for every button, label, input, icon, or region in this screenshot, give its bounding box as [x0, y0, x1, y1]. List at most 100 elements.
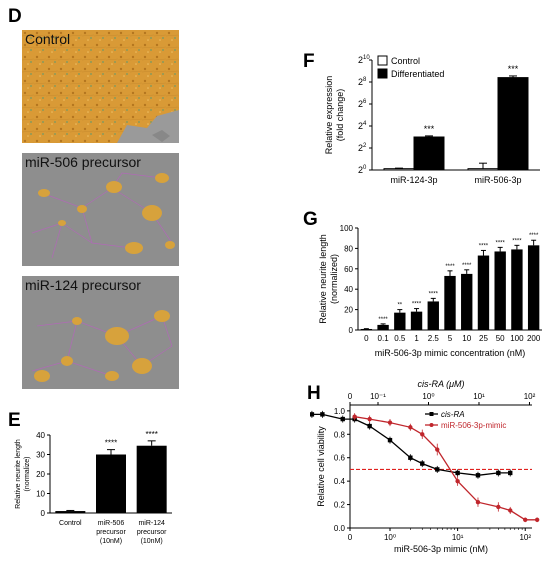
e-category-label-line: miR-124 — [138, 520, 165, 527]
h-x2-tick-label: 10⁰ — [422, 392, 434, 401]
chart-e: 0 10 20 30 40 Relative neurite length (normali… — [15, 430, 172, 545]
e-bar — [55, 511, 86, 513]
g-category-label: 50 — [496, 334, 505, 343]
panel-letter-d: D — [8, 6, 22, 27]
h-point-mimic — [508, 508, 513, 513]
h-point-cis-ra — [340, 416, 345, 422]
h-y-tick-label: 0.2 — [334, 501, 346, 510]
e-category-label-line: precursor — [137, 529, 167, 536]
e-y-tick-label: 0 — [41, 509, 46, 518]
f-category-label: miR-124-3p — [390, 175, 437, 185]
g-x-axis-label: miR-506-3p mimic concentration (nM) — [375, 348, 526, 358]
h-y-tick-label: 0.0 — [334, 524, 346, 533]
e-category-label: miR-124 precursor (10nM) — [137, 520, 167, 545]
g-bar — [427, 301, 439, 330]
f-bar-1 — [497, 77, 529, 171]
g-bar — [360, 328, 373, 330]
e-category-label-line: (10nM) — [100, 538, 122, 545]
h-x-axis-label: miR-506-3p mimic (nM) — [394, 544, 488, 554]
f-bar-0 — [467, 168, 499, 171]
h-point-mimic — [387, 420, 393, 425]
g-y-axis-label-line: (normalized) — [329, 254, 339, 304]
g-bar — [377, 324, 389, 330]
g-bar — [477, 255, 490, 330]
g-significance: **** — [479, 243, 489, 249]
h-y-tick-label: 0.4 — [334, 477, 346, 486]
h-legend-marker — [429, 423, 434, 427]
g-category-label: 2.5 — [428, 334, 440, 343]
f-y-axis-label: Relative expression(fold change) — [324, 76, 345, 155]
f-y-tick-exponent: 2 — [363, 143, 367, 149]
h-point-cis-ra — [496, 470, 501, 476]
e-y-tick-label: 30 — [36, 451, 45, 460]
f-significance: *** — [424, 124, 435, 134]
g-category-label: 200 — [527, 334, 541, 343]
h-point-cis-ra — [420, 461, 425, 466]
g-significance: **** — [445, 264, 455, 270]
g-significance: ** — [397, 303, 402, 309]
h-x-tick-label: 10¹ — [452, 533, 464, 542]
f-y-tick-exponent: 4 — [363, 121, 367, 127]
f-y-tick-exponent: 0 — [363, 165, 367, 171]
micrograph-mir124: miR-124 precursor — [22, 276, 179, 389]
g-y-tick-label: 100 — [340, 224, 354, 233]
g-bar — [494, 251, 506, 330]
g-category-label: 0.5 — [394, 334, 406, 343]
g-significance: **** — [512, 238, 522, 244]
micrograph-control: Control — [22, 30, 179, 143]
h-point-cis-ra — [508, 470, 513, 476]
g-bar — [444, 275, 456, 330]
micrograph-label-mir124: miR-124 precursor — [25, 277, 141, 293]
e-category-label-line: miR-506 — [98, 520, 125, 527]
h-legend-marker — [429, 412, 434, 416]
h-point-mimic — [496, 504, 501, 510]
e-bar — [136, 445, 167, 513]
f-y-tick-exponent: 6 — [363, 99, 367, 105]
h-x-tick-label: 0 — [348, 533, 353, 542]
h-point-cis-ra — [435, 467, 440, 472]
f-legend-swatch — [377, 68, 388, 79]
h-y-tick-label: 0.6 — [334, 454, 346, 463]
g-significance: **** — [429, 291, 439, 297]
f-bar-1 — [413, 136, 445, 171]
e-y-tick-label: 20 — [36, 470, 45, 479]
micrograph-mir506: miR-506 precursor — [22, 153, 179, 266]
e-bar — [96, 454, 126, 513]
g-y-tick-label: 0 — [349, 326, 354, 335]
e-y-axis-label-line: Relative neurite length — [15, 439, 22, 509]
e-y-axis-label-line: (normalize) — [24, 456, 31, 491]
g-y-tick-label: 20 — [344, 306, 353, 315]
e-category-label: Control — [59, 520, 82, 527]
h-point-mimic — [352, 414, 357, 419]
h-point-mimic — [523, 517, 528, 522]
h-point-mimic — [534, 517, 540, 522]
g-significance: **** — [378, 317, 388, 323]
f-category-label: miR-506-3p — [474, 175, 521, 185]
h-x2-tick-label: 10⁻¹ — [370, 392, 386, 401]
h-y-axis-label: Relative cell viability — [316, 426, 326, 507]
h-point-mimic — [408, 425, 413, 430]
h-x2-tick-label: 0 — [348, 392, 353, 401]
h-point-cis-ra — [475, 473, 481, 478]
e-category-label-line: (10nM) — [141, 538, 163, 545]
g-y-tick-label: 40 — [344, 285, 353, 294]
micrograph-label-mir506: miR-506 precursor — [25, 154, 141, 170]
g-y-tick-label: 60 — [344, 265, 353, 274]
g-y-tick-label: 80 — [344, 244, 353, 253]
f-y-tick-label: 2 — [358, 165, 363, 175]
e-category-label-line: precursor — [96, 529, 126, 536]
panel-letter-e: E — [8, 410, 21, 431]
g-category-label: 0 — [364, 334, 369, 343]
h-x-tick-label: 10² — [519, 533, 531, 542]
g-significance: **** — [496, 240, 506, 246]
h-legend-label: miR-506-3p-mimic — [441, 421, 506, 430]
h-y-tick-label: 0.8 — [334, 430, 346, 439]
h-x2-axis-label: cis-RA (μM) — [417, 379, 464, 389]
h-series-line-1 — [354, 416, 538, 521]
g-category-label: 5 — [448, 334, 453, 343]
f-legend-label: Control — [391, 56, 420, 66]
panel-letter-h: H — [307, 383, 321, 404]
f-y-tick-label: 2 — [358, 55, 363, 65]
